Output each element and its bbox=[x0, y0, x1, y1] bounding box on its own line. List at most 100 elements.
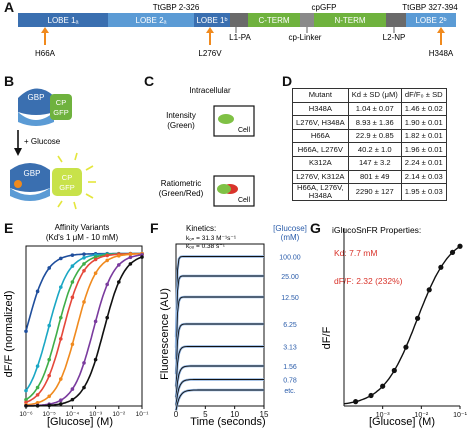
kd-table-wrapper: Mutant Kd ± SD (μM) dF/F₀ ± SD H348A 1.04… bbox=[292, 88, 447, 202]
trace-2 bbox=[174, 295, 264, 360]
data-point-9 bbox=[457, 243, 463, 249]
series-point-6 bbox=[59, 402, 63, 406]
label-cpgfp: cpGFP bbox=[312, 3, 337, 12]
series-point-1 bbox=[70, 264, 75, 268]
series-point-2 bbox=[82, 262, 86, 266]
series-point-6 bbox=[47, 403, 51, 408]
segment-lobe1b bbox=[194, 13, 230, 27]
segment-cterm bbox=[248, 13, 300, 27]
series-line-1 bbox=[25, 252, 142, 392]
segment-label-lobe1b: LOBE 1ᵇ bbox=[196, 16, 227, 25]
chart-e-title: Affinity Variants bbox=[55, 223, 110, 232]
x-tick-label: 10⁻³ bbox=[376, 412, 390, 419]
glucose-label: + Glucose bbox=[24, 137, 61, 146]
series-point-4 bbox=[128, 252, 133, 257]
affinity-chart: Affinity Variants (Kd's 1 μM - 10 mM) dF… bbox=[3, 223, 150, 428]
binding-arrowhead bbox=[14, 148, 22, 156]
legend-entry-3: 6.25 bbox=[283, 322, 297, 329]
table-row: L276V, K312A 801 ± 49 2.14 ± 0.03 bbox=[292, 169, 447, 185]
gbp-lobe-lower bbox=[18, 112, 54, 126]
data-point-2 bbox=[380, 383, 386, 389]
panel-label-c: C bbox=[144, 73, 155, 89]
legend-title: [Glucose] (mM) bbox=[273, 224, 307, 242]
panel-label-e: E bbox=[4, 220, 14, 236]
table-row: K312A 147 ± 3.2 2.24 ± 0.01 bbox=[292, 155, 447, 171]
cell-dff: 1.46 ± 0.02 bbox=[400, 101, 447, 117]
series-point-1 bbox=[47, 323, 51, 328]
series-point-0 bbox=[70, 253, 75, 257]
x-tick-label: 10⁻² bbox=[112, 411, 126, 418]
series-point-3 bbox=[93, 257, 98, 262]
x-tick-label: 10⁻⁴ bbox=[66, 411, 80, 418]
segment-label-lobe1a: LOBE 1ₐ bbox=[48, 16, 80, 25]
dose-response-curve bbox=[343, 245, 461, 405]
cell-kd: 40.2 ± 1.0 bbox=[347, 142, 402, 157]
label-ttgbp-327-394: TtGBP 327-394 bbox=[402, 3, 458, 12]
segment-label-lobe2a: LOBE 2ₐ bbox=[136, 16, 168, 25]
legend-entry-6: 0.78 bbox=[283, 378, 297, 385]
segment-cp-linker bbox=[300, 13, 314, 27]
cell-mutant: L276V, H348A bbox=[292, 115, 349, 130]
fit-2 bbox=[175, 296, 264, 360]
ratiometric-label: Ratiometric (Green/Red) bbox=[159, 179, 204, 198]
kinetics-koff: kₒₒ = 0.38 s⁻¹ bbox=[186, 243, 226, 250]
kinetics-kon: kₒₙ = 31.3 M⁻¹s⁻¹ bbox=[186, 235, 237, 242]
chart-g-dff: dF/F: 2.32 (232%) bbox=[334, 276, 403, 286]
x-tick-label: 10⁻⁶ bbox=[19, 411, 33, 418]
x-tick-label: 10⁻² bbox=[414, 412, 428, 419]
chart-g-kd: Kd: 7.7 mM bbox=[334, 248, 377, 258]
chart-e-ylabel: dF/F (normalized) bbox=[3, 291, 15, 378]
x-tick-label: 10 bbox=[230, 410, 239, 419]
construct-diagram: TtGBP 2-326 cpGFP TtGBP 327-394 LOBE 1ₐ … bbox=[18, 3, 458, 58]
panel-label-d: D bbox=[282, 73, 293, 89]
data-point-1 bbox=[368, 392, 374, 399]
series-point-2 bbox=[70, 280, 75, 284]
series-point-4 bbox=[82, 300, 86, 304]
x-tick-label: 10⁻¹ bbox=[136, 411, 150, 418]
segment-nterm bbox=[314, 13, 386, 27]
gbp-label-holo: GBP bbox=[24, 169, 41, 178]
table-row: H66A, L276V 40.2 ± 1.0 1.96 ± 0.01 bbox=[292, 142, 447, 157]
series-point-0 bbox=[82, 252, 86, 256]
legend-entry-1: 25.00 bbox=[281, 274, 299, 281]
series-point-0 bbox=[24, 329, 28, 334]
legend-entry-2: 12.50 bbox=[281, 295, 299, 302]
cell-dff: 1.82 ± 0.01 bbox=[400, 128, 447, 144]
mutation-h348a: H348A bbox=[429, 49, 454, 58]
gfp-label-holo: GFP bbox=[59, 183, 74, 192]
cpgfp-barrel-holo bbox=[52, 168, 82, 196]
segment-lobe2a bbox=[108, 13, 194, 27]
series-point-0 bbox=[47, 266, 51, 270]
series-point-4 bbox=[35, 400, 40, 405]
series-point-5 bbox=[105, 282, 109, 287]
cell-mutant: K312A bbox=[292, 155, 349, 171]
segment-lobe2b bbox=[406, 13, 456, 27]
data-point-3 bbox=[391, 367, 397, 374]
gbp-label-apo: GBP bbox=[28, 93, 45, 102]
header-dff: dF/F₀ ± SD bbox=[400, 88, 447, 103]
series-point-5 bbox=[82, 361, 86, 365]
series-point-6 bbox=[24, 404, 28, 408]
kinetics-title: Kinetics: bbox=[186, 224, 216, 233]
x-tick-label: 10⁻⁵ bbox=[43, 411, 57, 418]
trace-1 bbox=[174, 274, 264, 348]
series-point-4 bbox=[117, 254, 121, 258]
series-point-3 bbox=[24, 400, 28, 405]
fluorescence-rays bbox=[57, 152, 96, 210]
fit-4 bbox=[175, 346, 264, 387]
table-row: H66A 22.9 ± 0.85 1.82 ± 0.01 bbox=[292, 128, 447, 144]
chart-e-xlabel: [Glucose] (M) bbox=[47, 416, 113, 428]
series-point-4 bbox=[70, 342, 75, 347]
series-point-0 bbox=[59, 256, 63, 261]
segment-l1pa bbox=[230, 13, 248, 27]
x-tick-label: 15 bbox=[260, 410, 269, 419]
series-point-6 bbox=[128, 262, 133, 266]
cell-dff: 2.24 ± 0.01 bbox=[400, 155, 447, 171]
series-point-4 bbox=[59, 377, 63, 381]
series-point-2 bbox=[93, 255, 98, 259]
data-point-6 bbox=[426, 287, 432, 293]
gbp-lobe-open bbox=[18, 88, 54, 115]
series-point-2 bbox=[59, 315, 63, 320]
series-point-1 bbox=[82, 256, 86, 260]
series-point-4 bbox=[47, 394, 51, 399]
